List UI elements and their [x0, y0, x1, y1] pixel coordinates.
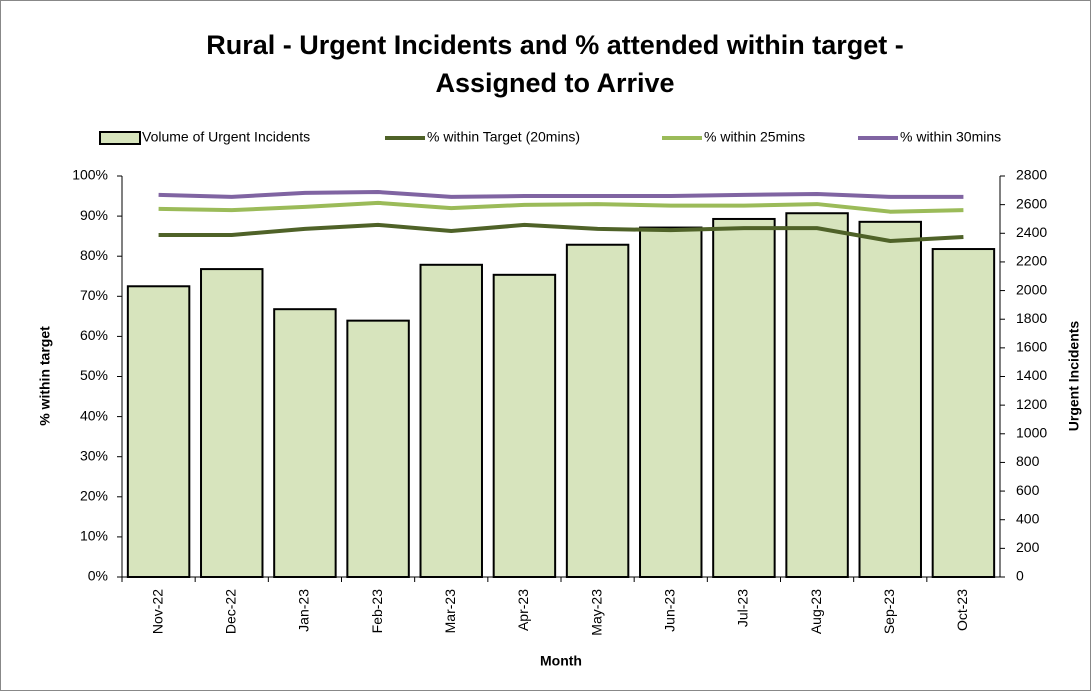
y2-tick-label: 0: [1016, 568, 1024, 584]
legend-swatch: [99, 131, 141, 145]
x-tick-label: Nov-22: [149, 589, 165, 634]
y2-tick-label: 2600: [1016, 195, 1047, 211]
y2-tick-label: 2000: [1016, 281, 1047, 297]
x-tick-label: Aug-23: [808, 589, 824, 634]
y-tick-label: 20%: [80, 488, 108, 504]
y-tick-label: 30%: [80, 447, 108, 463]
y2-tick-label: 600: [1016, 482, 1040, 498]
y-tick-label: 100%: [72, 167, 108, 183]
x-tick-label: Mar-23: [442, 589, 458, 634]
y-axis-title: % within target: [37, 326, 53, 426]
x-tick-label: May-23: [588, 589, 604, 636]
y-tick-label: 0%: [88, 568, 108, 584]
x-tick-label: Feb-23: [369, 589, 385, 634]
bar: [785, 212, 849, 578]
y2-tick-label: 1600: [1016, 339, 1047, 355]
line-series: [158, 200, 964, 214]
legend-label: % within 25mins: [704, 129, 805, 145]
x-tick-label: Jul-23: [735, 589, 751, 627]
x-tick-label: Apr-23: [515, 589, 531, 631]
y2-tick-label: 200: [1016, 539, 1040, 555]
x-tick-label: Jan-23: [296, 589, 312, 632]
legend-label: Volume of Urgent Incidents: [142, 129, 310, 145]
y2-axis-title: Urgent Incidents: [1066, 321, 1082, 432]
bar: [273, 308, 337, 578]
legend-label: % within Target (20mins): [427, 129, 580, 145]
bar: [858, 220, 922, 578]
bar: [931, 248, 996, 579]
y2-tick-label: 1000: [1016, 424, 1047, 440]
y2-tick-label: 400: [1016, 510, 1040, 526]
bar: [126, 285, 191, 578]
x-axis-title: Month: [540, 653, 582, 669]
chart-title: Assigned to Arrive: [435, 68, 674, 98]
y-tick-label: 80%: [80, 247, 108, 263]
y-tick-label: 10%: [80, 528, 108, 544]
y2-tick-label: 1400: [1016, 367, 1047, 383]
y2-tick-label: 2200: [1016, 253, 1047, 269]
x-tick-label: Dec-22: [222, 589, 238, 634]
y2-tick-label: 1800: [1016, 310, 1047, 326]
y2-tick-label: 1200: [1016, 396, 1047, 412]
bar: [200, 268, 264, 578]
bar: [639, 226, 703, 579]
y2-tick-label: 800: [1016, 453, 1040, 469]
y-tick-label: 50%: [80, 367, 108, 383]
x-tick-label: Sep-23: [881, 589, 897, 634]
x-tick-label: Oct-23: [954, 589, 970, 631]
x-tick-label: Jun-23: [661, 589, 677, 632]
y2-tick-label: 2400: [1016, 224, 1047, 240]
bar: [712, 217, 776, 578]
y-tick-label: 70%: [80, 287, 108, 303]
bar: [492, 273, 557, 578]
chart-title: Rural - Urgent Incidents and % attended …: [206, 30, 904, 60]
y-tick-label: 40%: [80, 407, 108, 423]
y2-tick-label: 2800: [1016, 167, 1047, 183]
line-series: [158, 190, 964, 199]
line-series: [158, 222, 964, 243]
bar: [346, 319, 410, 578]
y-tick-label: 90%: [80, 207, 108, 223]
bar: [419, 263, 483, 578]
legend-label: % within 30mins: [900, 129, 1001, 145]
y-tick-label: 60%: [80, 327, 108, 343]
bar: [565, 243, 630, 578]
